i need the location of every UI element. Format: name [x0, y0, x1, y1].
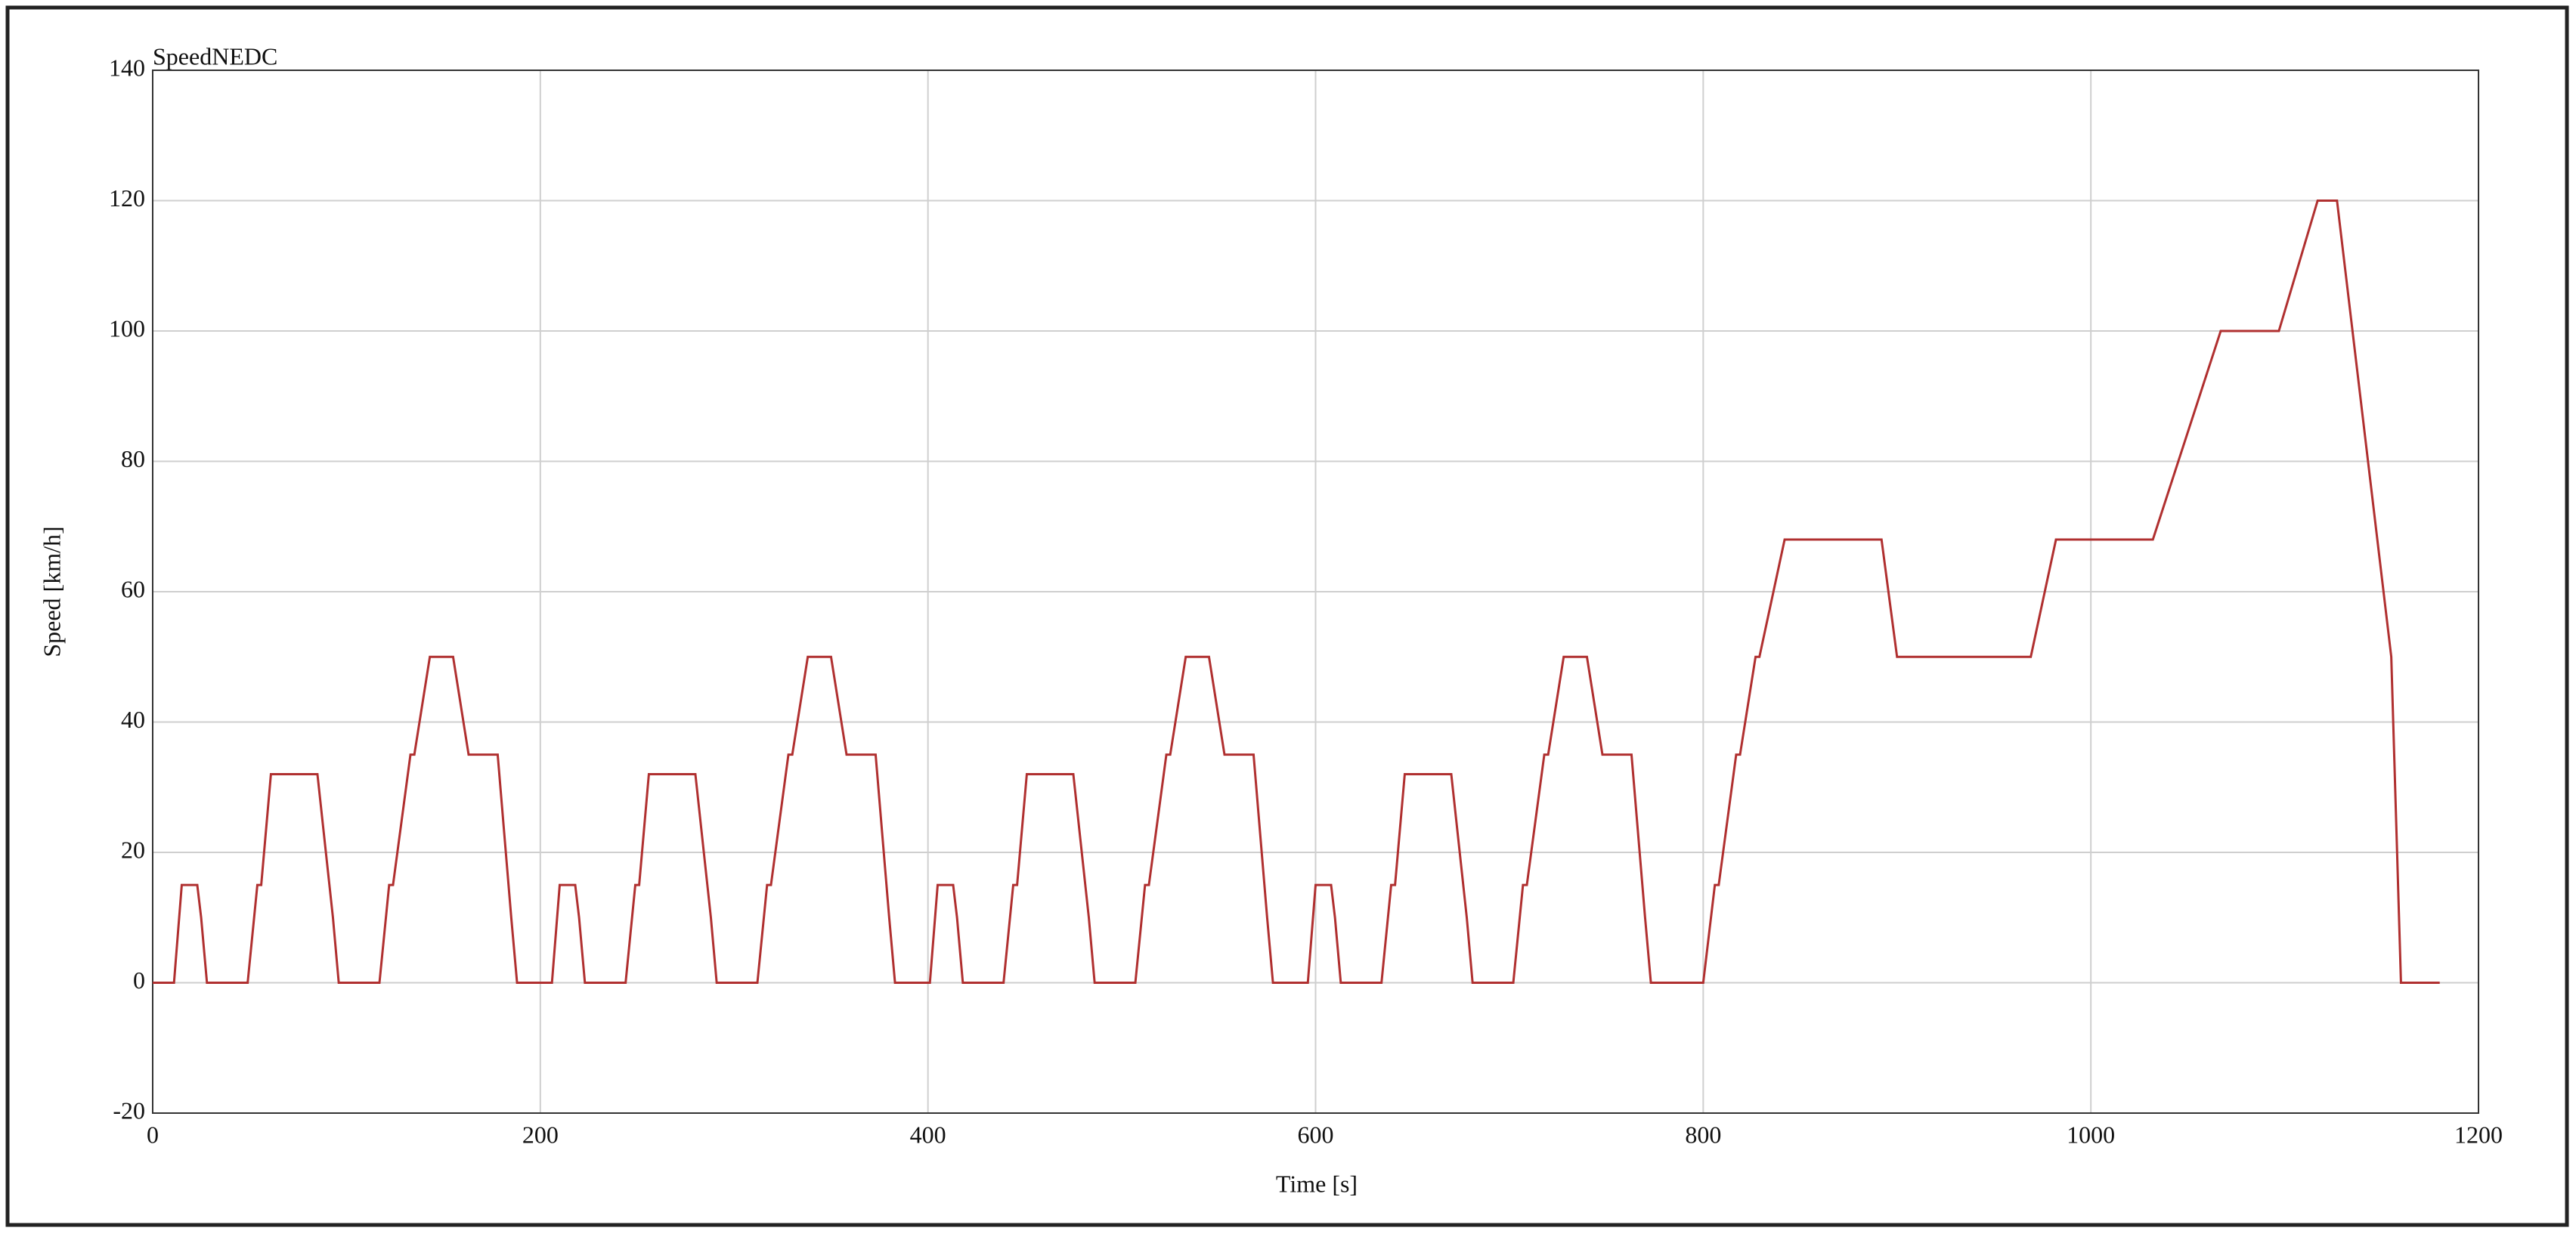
- plot-frame: [152, 70, 2479, 1114]
- x-tick-label: 400: [910, 1121, 946, 1148]
- data-line: [153, 199, 2440, 984]
- x-tick-label: 1200: [2454, 1121, 2503, 1148]
- x-tick-label: 1000: [2067, 1121, 2115, 1148]
- x-tick-label: 200: [522, 1121, 559, 1148]
- y-tick-label: 120: [109, 184, 145, 212]
- outer-frame: [5, 5, 2569, 1227]
- chart-title: SpeedNEDC: [153, 42, 277, 70]
- x-tick-label: 0: [147, 1121, 159, 1148]
- y-tick-label: 80: [121, 445, 145, 472]
- y-tick-label: 60: [121, 575, 145, 602]
- y-tick-label: 100: [109, 314, 145, 342]
- x-axis-label: Time [s]: [1276, 1170, 1358, 1197]
- y-tick-label: 20: [121, 836, 145, 863]
- x-tick-label: 600: [1298, 1121, 1334, 1148]
- y-axis-label: Speed [km/h]: [38, 526, 65, 657]
- y-tick-label: 140: [109, 54, 145, 81]
- y-tick-label: -20: [113, 1096, 145, 1124]
- x-tick-label: 800: [1685, 1121, 1721, 1148]
- y-tick-label: 0: [133, 966, 145, 994]
- y-tick-label: 40: [121, 706, 145, 733]
